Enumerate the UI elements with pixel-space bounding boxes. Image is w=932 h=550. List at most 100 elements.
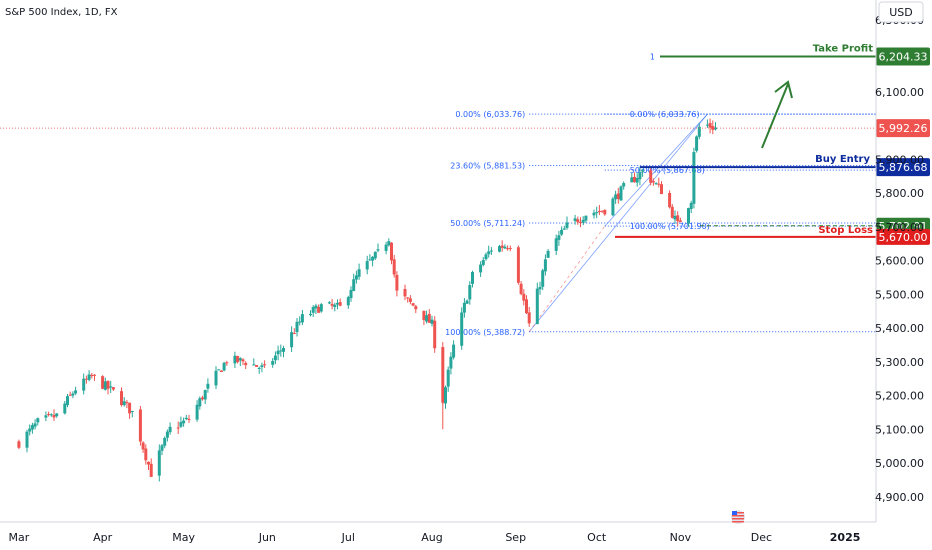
fib-level-label: 100.00% (5,701.90) bbox=[630, 222, 710, 231]
flag-stripe bbox=[732, 518, 744, 520]
candle-body bbox=[298, 322, 301, 323]
candle-body bbox=[279, 350, 282, 351]
candle-body bbox=[44, 415, 47, 417]
candle-body bbox=[374, 252, 377, 259]
trade-levels[interactable]: 5,992.26 1 Take Profit 6,204.33 Buy Entry 5,8… bbox=[0, 44, 930, 245]
candle-body bbox=[541, 270, 544, 287]
candle-body bbox=[406, 297, 409, 298]
fib-level-label: 100.00% (5,388.72) bbox=[445, 328, 525, 337]
candle-body bbox=[169, 427, 172, 432]
candle-body bbox=[490, 251, 493, 252]
time-tick-label: Dec bbox=[751, 531, 772, 544]
candle-body bbox=[544, 259, 547, 271]
candle-body bbox=[71, 394, 74, 396]
candle-body bbox=[314, 306, 317, 309]
candle-body bbox=[560, 230, 563, 235]
candle-body bbox=[501, 246, 504, 248]
candle-body bbox=[709, 123, 712, 128]
stop-loss-label: Stop Loss bbox=[818, 225, 873, 236]
candle-body bbox=[652, 181, 655, 182]
candle-body bbox=[142, 443, 145, 450]
candle-body bbox=[377, 249, 380, 250]
take-profit-value: 6,204.33 bbox=[879, 51, 928, 64]
candle-body bbox=[414, 306, 417, 309]
candle-body bbox=[582, 220, 585, 223]
candle-body bbox=[88, 374, 91, 379]
fibonacci-retracement[interactable]: 0.00% (6,033.76) 23.60% (5,881.53) 50.00% … bbox=[445, 110, 876, 337]
candle-body bbox=[539, 287, 542, 289]
candle-body bbox=[452, 345, 455, 358]
flag-stripe bbox=[732, 515, 744, 517]
us-flag-icon[interactable] bbox=[731, 510, 745, 524]
candle-body bbox=[244, 363, 247, 365]
candle-body bbox=[598, 211, 601, 212]
candle-body bbox=[463, 303, 466, 313]
candle-body bbox=[277, 351, 280, 355]
time-tick-label: Oct bbox=[587, 531, 607, 544]
candle-body bbox=[188, 419, 191, 420]
candle-body bbox=[223, 363, 226, 371]
candle-body bbox=[290, 332, 293, 347]
candle-body bbox=[336, 303, 339, 305]
candle-body bbox=[225, 362, 228, 363]
candle-body bbox=[347, 297, 350, 305]
candle-body bbox=[555, 238, 558, 250]
candlestick-series bbox=[17, 119, 717, 482]
candle-body bbox=[120, 391, 123, 405]
price-tick-label: 5,400.00 bbox=[875, 322, 924, 335]
candle-body bbox=[317, 307, 320, 313]
price-tick-label: 6,100.00 bbox=[875, 86, 924, 99]
take-profit-tag[interactable]: 6,204.33 bbox=[876, 48, 930, 66]
candle-body bbox=[312, 307, 315, 313]
candle-body bbox=[593, 213, 596, 216]
candle-body bbox=[528, 312, 531, 323]
candle-body bbox=[509, 248, 512, 249]
candle-body bbox=[282, 348, 285, 352]
time-tick-label: 2025 bbox=[830, 531, 861, 544]
candle-body bbox=[506, 248, 509, 249]
fib-level-label: 0.00% (6,033.76) bbox=[455, 110, 525, 119]
candle-body bbox=[215, 371, 218, 386]
candle-body bbox=[660, 184, 663, 194]
candle-body bbox=[358, 269, 361, 277]
candle-body bbox=[428, 314, 431, 323]
candle-body bbox=[17, 441, 20, 447]
currency-button[interactable]: USD bbox=[879, 2, 923, 22]
candle-body bbox=[258, 368, 261, 369]
price-tick-label: 4,900.00 bbox=[875, 491, 924, 504]
candle-body bbox=[252, 364, 255, 365]
candle-body bbox=[449, 357, 452, 369]
candle-body bbox=[390, 243, 393, 261]
price-tick-label: 5,800.00 bbox=[875, 187, 924, 200]
candle-body bbox=[584, 216, 587, 221]
price-tick-label: 5,200.00 bbox=[875, 390, 924, 403]
price-tick-label: 5,600.00 bbox=[875, 255, 924, 268]
candle-body bbox=[385, 245, 388, 251]
price-tick-label: 5,000.00 bbox=[875, 457, 924, 470]
current-price-tag[interactable]: 5,992.26 bbox=[876, 119, 930, 137]
currency-label: USD bbox=[889, 6, 913, 19]
candle-body bbox=[331, 304, 334, 306]
candle-body bbox=[441, 347, 444, 403]
candle-body bbox=[201, 398, 204, 400]
candle-body bbox=[53, 415, 56, 417]
candle-body bbox=[144, 449, 147, 461]
candle-body bbox=[179, 422, 182, 427]
candle-body bbox=[525, 299, 528, 313]
candle-body bbox=[636, 178, 639, 182]
candle-body bbox=[368, 259, 371, 260]
price-tick-label: 5,700.00 bbox=[875, 221, 924, 234]
candle-body bbox=[293, 333, 296, 334]
candle-body bbox=[26, 432, 29, 448]
candle-body bbox=[128, 403, 131, 414]
time-tick-label: Jul bbox=[341, 531, 355, 544]
candle-body bbox=[166, 432, 169, 438]
projection-arrow-icon[interactable] bbox=[762, 82, 792, 148]
candle-body bbox=[479, 265, 482, 273]
candle-body bbox=[601, 211, 604, 212]
candle-body bbox=[255, 365, 258, 367]
candle-body bbox=[182, 421, 185, 424]
candle-body bbox=[657, 184, 660, 185]
